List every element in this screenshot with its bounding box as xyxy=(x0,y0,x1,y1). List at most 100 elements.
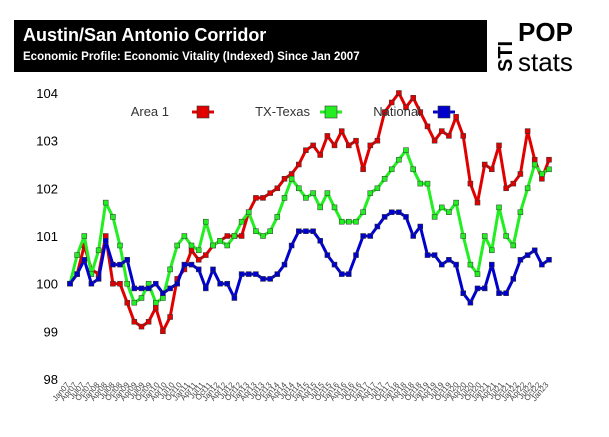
data-point-tx-texas xyxy=(546,166,552,173)
data-point-area-1 xyxy=(503,185,509,192)
data-point-national xyxy=(260,276,266,282)
data-point-national xyxy=(346,271,352,277)
data-point-area-1 xyxy=(467,180,474,187)
data-point-national xyxy=(131,285,138,292)
data-point-area-1 xyxy=(310,142,316,149)
data-point-national xyxy=(503,290,509,296)
data-point-tx-texas xyxy=(195,247,202,254)
data-point-area-1 xyxy=(410,95,416,101)
data-point-area-1 xyxy=(374,137,381,144)
data-point-national xyxy=(288,242,295,249)
data-point-tx-texas xyxy=(117,242,123,249)
data-point-tx-texas xyxy=(388,166,395,173)
data-point-tx-texas xyxy=(403,147,409,153)
data-point-national xyxy=(81,257,88,263)
data-point-area-1 xyxy=(453,114,459,120)
data-point-national xyxy=(388,209,395,215)
data-point-national xyxy=(310,228,316,234)
data-point-area-1 xyxy=(238,233,245,239)
data-point-national xyxy=(88,280,95,287)
data-point-area-1 xyxy=(131,319,138,325)
data-point-tx-texas xyxy=(217,238,223,244)
data-point-tx-texas xyxy=(453,199,459,206)
data-point-tx-texas xyxy=(431,214,438,220)
data-point-tx-texas xyxy=(353,218,359,225)
data-point-area-1 xyxy=(360,166,366,173)
data-point-tx-texas xyxy=(481,233,488,239)
series-tx-texas xyxy=(67,147,552,306)
data-point-tx-texas xyxy=(446,209,452,215)
data-point-area-1 xyxy=(524,128,531,134)
data-point-area-1 xyxy=(539,176,545,182)
data-point-tx-texas xyxy=(410,166,416,173)
data-point-national xyxy=(138,285,145,292)
series-national xyxy=(67,209,552,306)
data-point-area-1 xyxy=(124,299,130,306)
data-point-area-1 xyxy=(267,190,273,196)
data-point-national xyxy=(145,285,152,292)
y-axis: 98 99 100 101 102 103 104 xyxy=(36,86,58,387)
data-point-tx-texas xyxy=(95,247,102,254)
data-point-tx-texas xyxy=(81,233,88,239)
data-point-tx-texas xyxy=(167,266,173,273)
data-point-area-1 xyxy=(153,304,159,311)
data-point-area-1 xyxy=(317,152,323,158)
data-point-national xyxy=(424,252,431,258)
legend-label: TX-Texas xyxy=(255,104,310,119)
data-point-national xyxy=(210,266,216,273)
data-point-national xyxy=(238,271,245,277)
data-point-national xyxy=(153,280,159,287)
data-point-national xyxy=(267,276,273,282)
data-point-area-1 xyxy=(431,137,438,144)
data-point-national xyxy=(74,271,80,277)
data-point-national xyxy=(188,261,195,268)
data-point-area-1 xyxy=(367,142,374,149)
series-line-tx-texas xyxy=(68,148,550,305)
legend-marker xyxy=(196,105,210,119)
data-point-area-1 xyxy=(188,247,195,254)
data-point-national xyxy=(181,261,188,268)
data-point-national xyxy=(281,261,288,268)
data-point-tx-texas xyxy=(460,233,466,239)
stipopstats-logo: STI POP stats xyxy=(495,18,573,77)
legend-item-national: National xyxy=(373,104,455,119)
logo-pop-text: POP xyxy=(518,18,573,47)
data-point-national xyxy=(467,299,474,306)
data-point-tx-texas xyxy=(496,204,502,211)
data-point-tx-texas xyxy=(381,176,388,182)
data-point-national xyxy=(524,252,531,258)
data-point-area-1 xyxy=(446,133,452,139)
data-point-area-1 xyxy=(439,128,445,134)
data-point-tx-texas xyxy=(396,156,402,163)
data-point-tx-texas xyxy=(274,214,281,220)
legend-item-tx-texas: TX-Texas xyxy=(255,104,342,119)
data-point-tx-texas xyxy=(296,185,302,192)
data-point-area-1 xyxy=(195,257,202,263)
data-point-area-1 xyxy=(303,147,309,153)
data-point-tx-texas xyxy=(503,233,509,239)
data-point-tx-texas xyxy=(253,228,259,234)
data-point-tx-texas xyxy=(367,190,374,196)
data-point-tx-texas xyxy=(124,280,130,287)
legend-label: Area 1 xyxy=(131,104,169,119)
logo-sti-text: STI xyxy=(495,41,517,72)
data-point-national xyxy=(224,280,231,287)
data-point-tx-texas xyxy=(174,242,180,249)
data-point-area-1 xyxy=(288,171,295,177)
series-lines xyxy=(67,90,552,335)
data-point-tx-texas xyxy=(517,209,524,215)
data-point-tx-texas xyxy=(288,176,295,182)
legend-label: National xyxy=(373,104,421,119)
chart-title: Austin/San Antonio Corridor xyxy=(23,25,267,45)
data-point-national xyxy=(124,257,130,263)
data-point-tx-texas xyxy=(203,218,209,225)
data-point-national xyxy=(217,280,223,287)
data-point-national xyxy=(381,214,388,220)
data-point-area-1 xyxy=(489,166,495,173)
data-point-tx-texas xyxy=(474,271,481,277)
logo-stats-text: stats xyxy=(518,47,573,77)
data-point-national xyxy=(510,276,517,282)
data-point-area-1 xyxy=(417,109,424,115)
data-point-area-1 xyxy=(481,161,488,168)
